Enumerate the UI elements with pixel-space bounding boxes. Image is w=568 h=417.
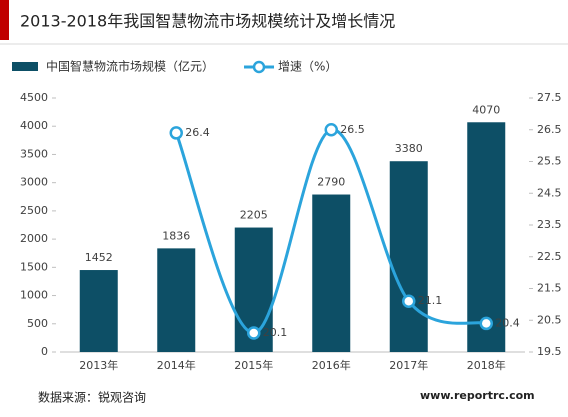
y-tick-label: 1000 [20,289,48,302]
bar [467,122,506,352]
y-tick-label: 500 [27,317,48,330]
y-tick-label: 1500 [20,260,48,273]
bar-label: 1836 [162,229,190,242]
legend-swatch [12,62,38,71]
bar [79,270,118,352]
y-tick-label: 4500 [20,91,48,104]
website: www.reportrc.com [420,389,535,402]
y-tick-label: 2000 [20,232,48,245]
line-label: 26.5 [340,123,365,136]
y-tick-label: 4000 [20,119,48,132]
legend-marker [252,60,266,74]
bar [389,161,428,352]
y-tick-label: 2500 [20,204,48,217]
y-tick-label: 0 [41,345,48,358]
x-tick-label: 2013年 [79,358,118,372]
legend-label: 增速（%） [278,60,337,74]
y-tick-label: 3500 [20,147,48,160]
line-marker [402,294,416,308]
bar-label: 2205 [240,209,268,222]
y2-tick-label: 25.5 [537,155,562,168]
x-tick-label: 2015年 [234,358,273,372]
bar-label: 2790 [317,176,345,189]
y2-tick-label: 26.5 [537,123,562,136]
y2-tick-label: 23.5 [537,218,562,231]
x-tick-label: 2018年 [467,358,506,372]
x-tick-label: 2017年 [389,358,428,372]
legend-label: 中国智慧物流市场规模（亿元） [46,59,214,74]
bar [157,248,196,352]
line-marker [169,126,183,140]
bar-label: 1452 [85,251,113,264]
bar-label: 4070 [472,103,500,116]
bar [312,194,351,352]
title-accent [0,0,9,40]
y2-tick-label: 22.5 [537,250,562,263]
line-marker [247,326,261,340]
line-label: 21.1 [418,294,443,307]
y-tick-label: 3000 [20,176,48,189]
y2-tick-label: 20.5 [537,313,562,326]
bar-label: 3380 [395,142,423,155]
y2-tick-label: 24.5 [537,186,562,199]
line-marker [479,316,493,331]
x-tick-label: 2014年 [157,358,196,372]
y2-tick-label: 21.5 [537,282,562,295]
y2-tick-label: 27.5 [537,91,562,104]
x-tick-label: 2016年 [312,358,351,372]
line-label: 20.4 [495,316,520,329]
line-marker [324,123,338,137]
line-label: 26.4 [185,126,210,139]
chart-title: 2013-2018年我国智慧物流市场规模统计及增长情况 [20,12,395,31]
line-label: 20.1 [263,326,288,339]
source: 数据来源：锐观咨询 [38,390,146,405]
y2-tick-label: 19.5 [537,345,562,358]
